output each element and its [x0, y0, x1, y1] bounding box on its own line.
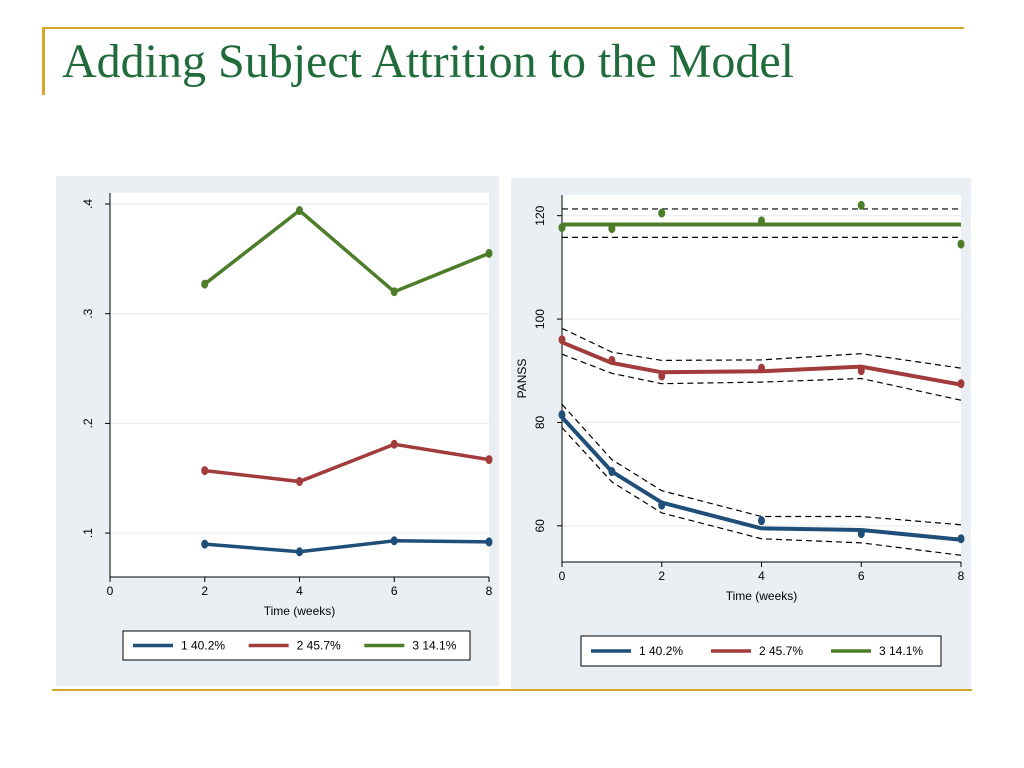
- data-point-series-3: [857, 200, 865, 210]
- slide-bottom-accent-line: [52, 689, 972, 691]
- y-tick-label: .3: [81, 308, 95, 318]
- data-point-series-2: [758, 363, 765, 373]
- series-line-3: [203, 208, 490, 294]
- series-line-1: [560, 415, 962, 542]
- data-point-series-1: [957, 534, 965, 544]
- legend-box: [122, 630, 471, 661]
- data-point-series-1: [485, 537, 493, 547]
- legend-label-series-1: 1 40.2%: [639, 644, 683, 658]
- x-tick-label: 4: [758, 569, 765, 583]
- legend-label-series-2: 2 45.7%: [297, 639, 341, 653]
- data-point-series-1: [608, 467, 616, 477]
- data-point-series-3: [957, 239, 965, 249]
- x-tick-label: 0: [559, 569, 566, 583]
- legend-label-series-2: 2 45.7%: [759, 644, 803, 658]
- title-accent-vertical-line: [42, 27, 45, 95]
- ci-upper-line-series-2: [561, 327, 962, 369]
- plot-area: [562, 195, 961, 562]
- legend-label-series-3: 3 14.1%: [412, 639, 456, 653]
- data-point-series-3: [758, 216, 765, 226]
- series-line-2: [561, 340, 962, 387]
- data-point-series-3: [390, 287, 398, 297]
- y-tick-label: 100: [533, 309, 547, 329]
- x-tick-label: 8: [958, 569, 965, 583]
- data-point-series-2: [658, 371, 666, 381]
- data-point-series-3: [296, 206, 303, 216]
- y-axis-label: PANSS: [515, 359, 529, 399]
- x-tick-label: 0: [107, 584, 114, 598]
- x-tick-label: 6: [391, 584, 398, 598]
- data-point-series-2: [957, 379, 965, 389]
- data-point-series-2: [608, 355, 616, 365]
- ci-lower-line-series-1: [561, 427, 962, 556]
- y-tick-label: .2: [81, 418, 95, 428]
- data-point-series-1: [758, 516, 765, 526]
- data-point-series-1: [857, 529, 865, 539]
- data-point-series-3: [201, 279, 209, 289]
- data-point-series-1: [558, 410, 566, 420]
- x-axis-label: Time (weeks): [726, 589, 798, 603]
- title-accent-top-line: [42, 27, 964, 29]
- legend-label-series-1: 1 40.2%: [181, 639, 225, 653]
- x-tick-label: 6: [858, 569, 865, 583]
- x-tick-label: 2: [201, 584, 208, 598]
- data-point-series-3: [608, 224, 616, 234]
- panss-trajectory-chart: 60 80 100 120 0 2 4 6 8 Time (weeks) PANSS 1 40.2% 2…: [515, 195, 965, 667]
- data-point-series-1: [296, 547, 303, 557]
- legend-box: [580, 635, 942, 667]
- data-point-series-2: [201, 466, 209, 476]
- y-tick-label: 120: [533, 205, 547, 225]
- x-axis-label: Time (weeks): [264, 604, 336, 618]
- y-tick-label: .1: [81, 528, 95, 538]
- slide-title: Adding Subject Attrition to the Model: [62, 35, 794, 88]
- attrition-probability-chart: .1 .2 .3 .4 0 2 4 6 8 Time (weeks) 1 40.2% 2 45.7% 3…: [81, 193, 493, 661]
- ci-upper-line-series-1: [561, 403, 962, 526]
- plot-area: [110, 193, 489, 577]
- data-point-series-3: [658, 208, 666, 218]
- series-line-1: [204, 539, 490, 554]
- data-point-series-2: [485, 455, 493, 465]
- data-point-series-1: [201, 539, 209, 549]
- x-tick-label: 4: [296, 584, 303, 598]
- y-tick-label: 80: [533, 415, 547, 429]
- series-line-2: [204, 442, 490, 484]
- data-point-series-1: [390, 536, 398, 546]
- chart-panel-attrition: .1 .2 .3 .4 0 2 4 6 8 Time (weeks) 1 40.2% 2 45.7% 3…: [56, 176, 499, 686]
- ci-lower-line-series-2: [561, 353, 962, 401]
- y-tick-label: 60: [533, 519, 547, 533]
- x-tick-label: 8: [486, 584, 493, 598]
- data-point-series-1: [658, 500, 666, 510]
- data-point-series-2: [390, 439, 398, 449]
- chart-panel-panss: 60 80 100 120 0 2 4 6 8 Time (weeks) PANSS 1 40.2% 2…: [511, 178, 971, 690]
- y-tick-label: .4: [81, 199, 95, 209]
- data-point-series-2: [296, 477, 303, 487]
- data-point-series-3: [485, 248, 493, 258]
- legend-label-series-3: 3 14.1%: [879, 644, 923, 658]
- data-point-series-2: [857, 366, 865, 376]
- data-point-series-2: [558, 335, 566, 345]
- x-tick-label: 2: [658, 569, 665, 583]
- data-point-series-3: [558, 223, 566, 233]
